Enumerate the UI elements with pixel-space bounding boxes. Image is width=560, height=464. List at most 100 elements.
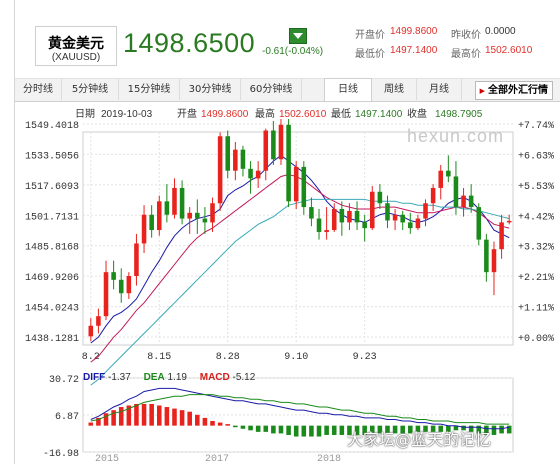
candle-body (88, 325, 94, 337)
candle-body (141, 214, 147, 244)
x-tick: 8.28 (216, 352, 240, 363)
macd-bar (339, 425, 345, 435)
macd-bar (271, 425, 276, 434)
candle-body (263, 130, 269, 171)
candle-body (408, 222, 413, 229)
prev-close-label: 昨收价 (451, 30, 481, 41)
candle-body (278, 124, 284, 160)
year-label: 2017 (205, 454, 229, 464)
ohlc-info-bar: 日期 2019-10-03 开盘 1499.8600 最高 1502.6010 … (15, 104, 560, 126)
macd-bar (408, 425, 413, 434)
candle-body (255, 170, 261, 179)
candle-body (423, 203, 428, 219)
tab-15min[interactable]: 15分钟线 (119, 79, 180, 100)
macd-bar (316, 425, 322, 437)
candle-body (103, 272, 109, 317)
macd-lines (90, 387, 510, 430)
dea-label: DEA (143, 372, 165, 383)
x-tick: 9.10 (284, 352, 308, 363)
y-tick-left: 1501.7131 (25, 212, 79, 223)
open-price-label: 开盘价 (355, 30, 385, 41)
candle-body (225, 136, 231, 171)
macd-bar (423, 425, 428, 432)
watermark: hexun.com (407, 126, 504, 146)
candle-body (430, 187, 436, 204)
high-price-value: 1502.6010 (485, 45, 533, 56)
macd-bar (202, 417, 208, 426)
kline-chart[interactable]: hexun.com 1549.4018 1533.5056 1517.6093 150… (15, 0, 560, 464)
high-value: 1502.6010 (279, 109, 327, 120)
candle-body (499, 222, 504, 250)
x-tick: 8.2 (82, 352, 100, 363)
candle-body (217, 136, 223, 204)
period-tabs: 分时线 5分钟线 15分钟线 30分钟线 60分钟线 日线 周线 月线 全部外汇… (15, 78, 560, 102)
macd-bar (438, 425, 444, 432)
macd-bar (248, 425, 253, 431)
macd-bar (118, 407, 124, 426)
macd-bar (446, 425, 451, 432)
tab-intraday[interactable]: 分时线 (15, 79, 62, 100)
macd-bar (149, 403, 154, 426)
tab-30min[interactable]: 30分钟线 (180, 79, 241, 100)
high-price-label: 最高价 (451, 49, 481, 60)
current-price: 1498.6500 (123, 28, 256, 58)
candle-body (453, 176, 459, 208)
tab-daily[interactable]: 日线 (324, 78, 372, 101)
macd-bar (377, 425, 383, 434)
ma-line-3 (90, 198, 510, 386)
candle-body (324, 230, 329, 232)
candle-body (438, 170, 444, 188)
macd-bar (331, 425, 337, 435)
macd-bar (491, 425, 497, 435)
tab-weekly[interactable]: 周线 (372, 79, 417, 100)
macd-bar (103, 413, 109, 426)
down-arrow-icon (289, 28, 307, 44)
chart-grid (82, 123, 514, 346)
candle-body (271, 130, 276, 160)
candle-body (202, 218, 208, 223)
year-labels: 2015 2017 2018 (95, 454, 341, 464)
open-price-value: 1499.8600 (390, 26, 438, 37)
macd-bar (369, 425, 375, 434)
macd-y-tick: 30.72 (49, 375, 79, 386)
moving-average-lines (90, 154, 510, 386)
candle-body (484, 239, 489, 273)
candle-body (400, 214, 405, 223)
macd-bar (88, 422, 94, 426)
macd-bar (126, 405, 132, 426)
macd-bar (278, 425, 284, 434)
macd-bar (172, 408, 177, 426)
date-label: 日期 (75, 109, 95, 120)
y-tick-right: +2.21% (518, 273, 554, 284)
instrument-name: 黄金美元 (48, 36, 104, 52)
candle-body (195, 212, 200, 219)
macd-bar (468, 425, 474, 432)
macd-bar (476, 425, 482, 434)
tab-60min[interactable]: 60分钟线 (241, 79, 302, 100)
instrument-box[interactable]: 黄金美元 (XAUUSD) (35, 26, 117, 66)
candle-body (293, 166, 299, 202)
tab-5min[interactable]: 5分钟线 (62, 79, 119, 100)
footer-watermark: 大家坛@蓝天的记忆 (347, 430, 492, 449)
macd-bar (141, 403, 147, 426)
instrument-code: (XAUUSD) (51, 52, 101, 63)
candle-body (240, 149, 246, 169)
tab-monthly[interactable]: 月线 (417, 79, 462, 100)
candle-body (339, 208, 345, 223)
y-tick-left: 1485.8168 (25, 243, 79, 254)
candle-body (392, 214, 398, 221)
price-change: -0.61(-0.04%) (262, 46, 324, 57)
macd-grid (82, 377, 514, 453)
macd-bar (179, 410, 185, 426)
macd-y-tick: -16.98 (43, 449, 79, 460)
macd-legend: DIFF -1.37 DEA 1.19 MACD -5.12 (83, 372, 255, 383)
candle-body (96, 316, 101, 326)
year-label: 2018 (317, 454, 341, 464)
dea-line (90, 394, 510, 425)
candle-body (309, 207, 314, 219)
all-forex-button[interactable]: 全部外汇行情 (474, 81, 553, 100)
macd-bar (461, 425, 466, 431)
macd-bar (164, 407, 170, 426)
close-value: 1498.7905 (435, 109, 483, 120)
ma-line-2 (90, 173, 510, 363)
